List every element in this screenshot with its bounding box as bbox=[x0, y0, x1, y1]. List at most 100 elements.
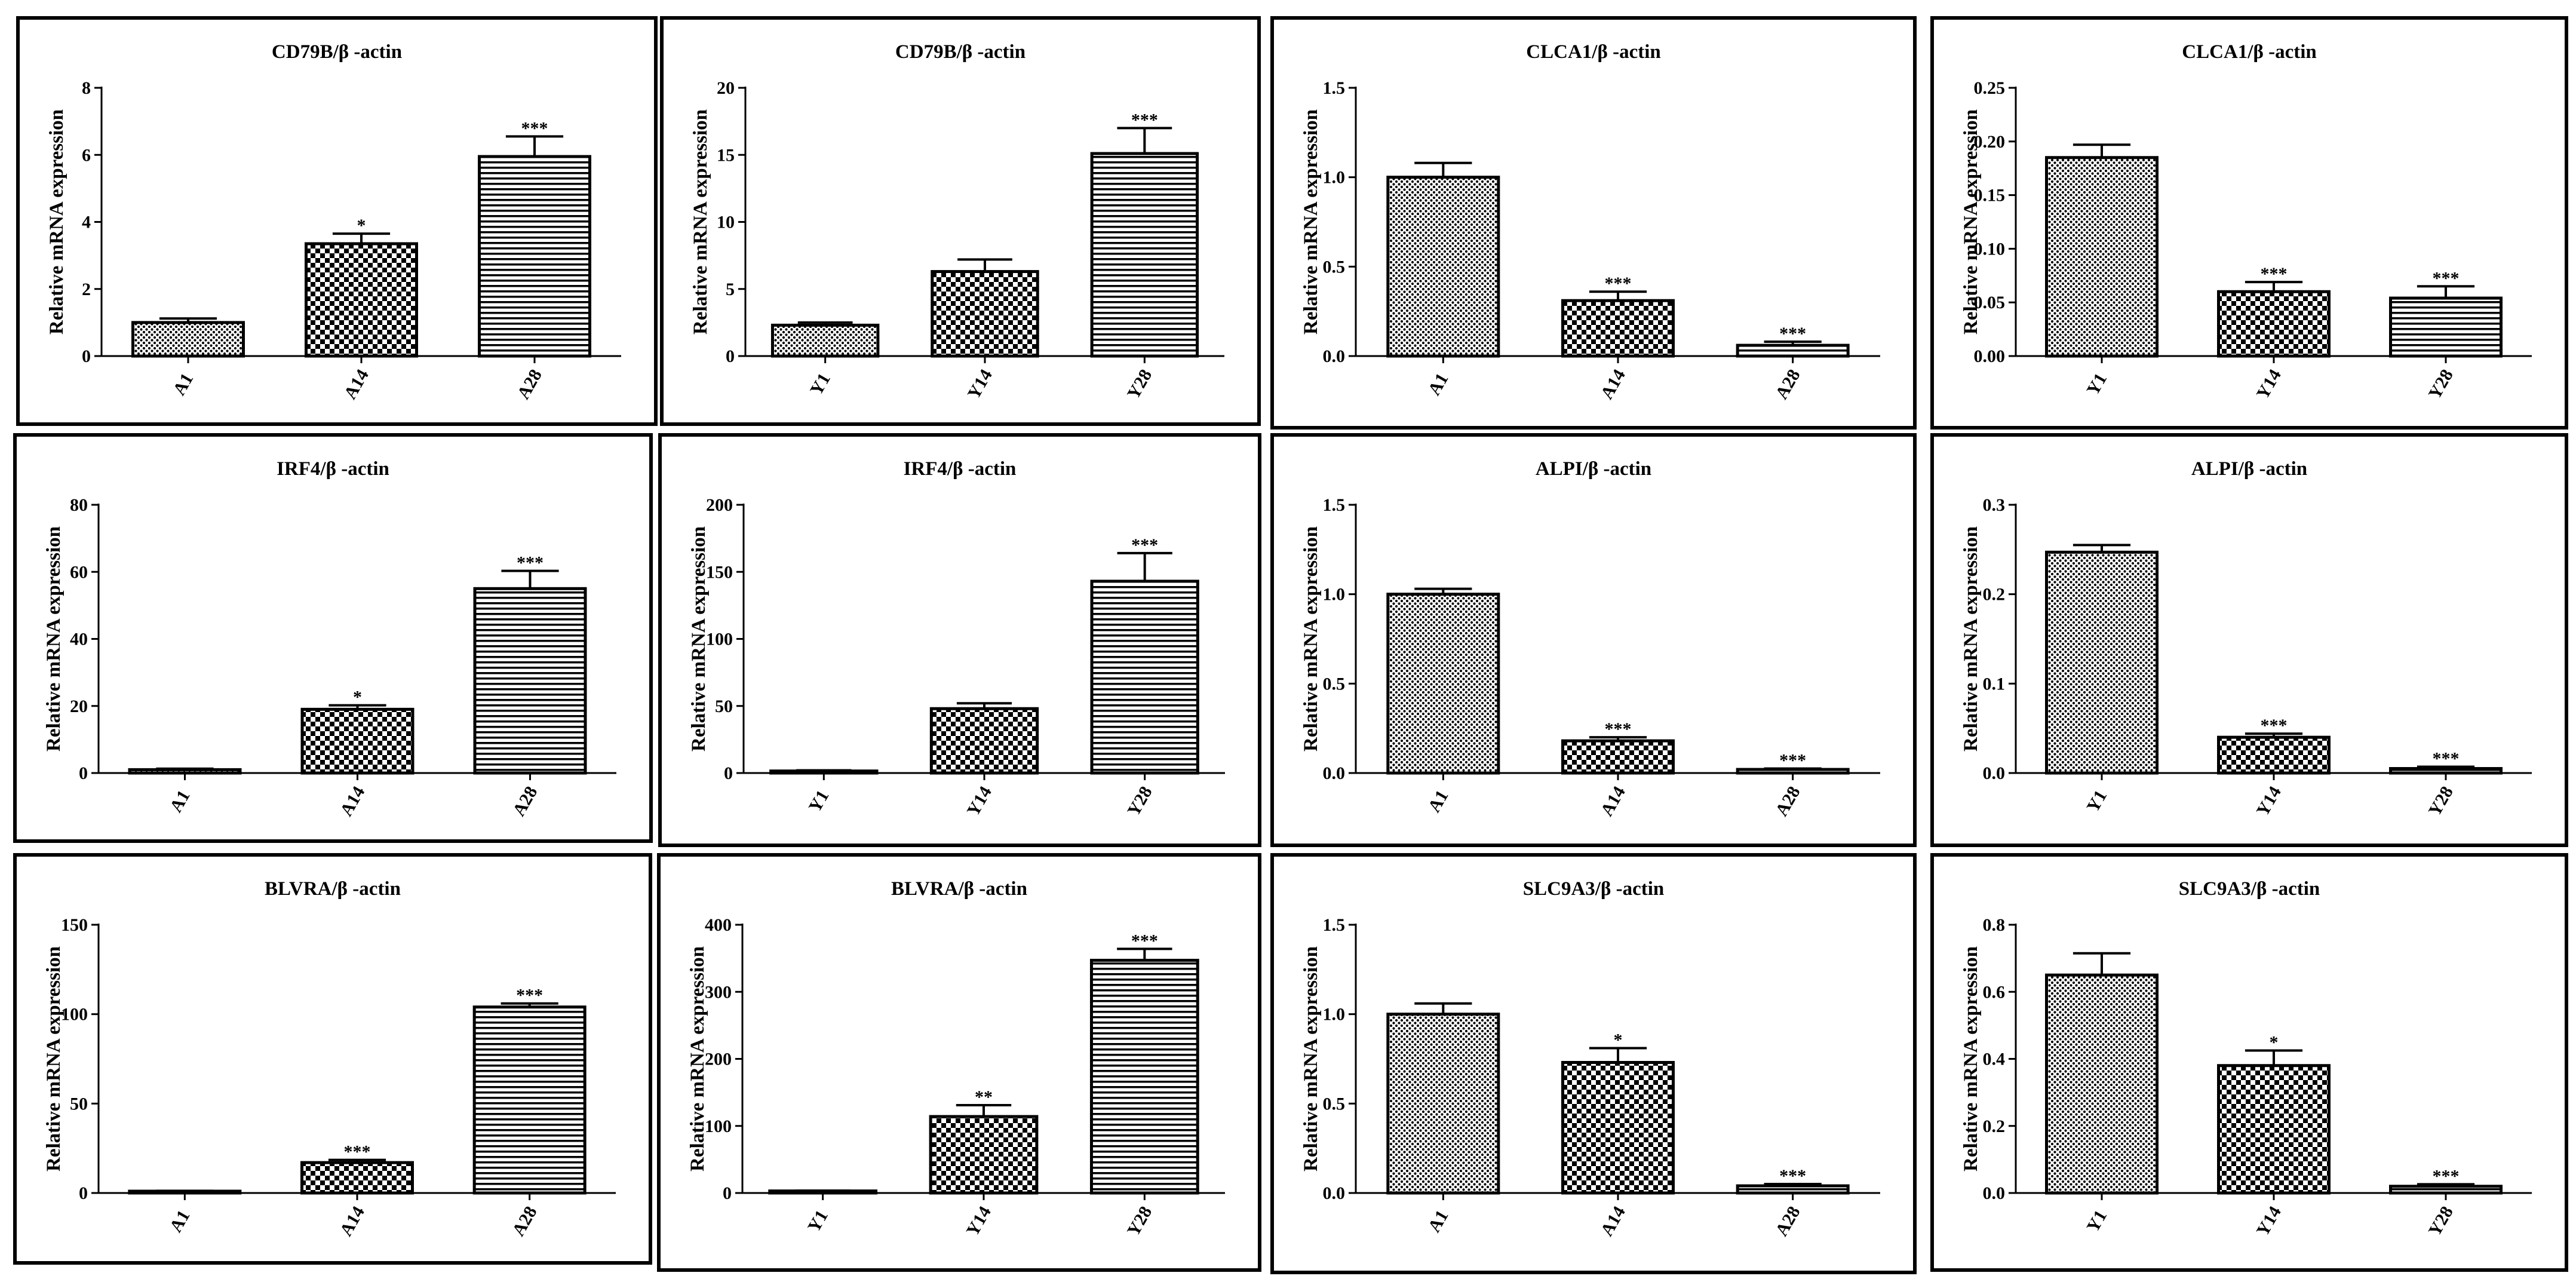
category-label: A1 bbox=[1424, 1207, 1453, 1235]
y-tick-label: 15 bbox=[717, 145, 735, 165]
significance-label: *** bbox=[2261, 264, 2288, 284]
chart-title: BLVRA/β -actin bbox=[891, 878, 1027, 900]
y-axis-label: Relative mRNA expression bbox=[1300, 109, 1322, 335]
bar-Y28 bbox=[2389, 296, 2503, 358]
category-label: A14 bbox=[336, 783, 369, 820]
bar-A28 bbox=[1736, 1184, 1850, 1195]
chart-panel-9: BLVRA/β -actin Relative mRNA expression 0 5… bbox=[13, 853, 652, 1265]
y-tick-label: 0.8 bbox=[1983, 915, 2006, 935]
y-tick-label: 80 bbox=[70, 495, 88, 515]
y-tick-label: 40 bbox=[70, 630, 88, 649]
bar-Y28 bbox=[1089, 958, 1199, 1195]
bar-A14 bbox=[1561, 739, 1675, 775]
significance-label: *** bbox=[521, 118, 548, 138]
y-tick-label: 0.3 bbox=[1983, 495, 2006, 515]
significance-label: * bbox=[2270, 1032, 2279, 1052]
chart-title: BLVRA/β -actin bbox=[265, 878, 401, 900]
y-tick-label: 0.1 bbox=[1983, 674, 2006, 694]
bar-A14 bbox=[305, 242, 418, 358]
bar-Y14 bbox=[929, 707, 1039, 775]
panel-frame bbox=[660, 16, 1261, 426]
category-label: A1 bbox=[166, 787, 194, 815]
y-tick-label: 0.0 bbox=[1323, 1183, 1346, 1203]
significance-label: *** bbox=[1779, 324, 1806, 343]
chart-panel-11: SLC9A3/β -actin Relative mRNA expression0… bbox=[1270, 853, 1917, 1274]
category-label: Y14 bbox=[2253, 783, 2285, 820]
y-tick-label: 0.5 bbox=[1323, 257, 1346, 277]
category-label: A14 bbox=[1597, 1203, 1629, 1240]
y-tick-label: 200 bbox=[705, 1050, 732, 1069]
panel-frame bbox=[1270, 853, 1917, 1274]
bar-Y28 bbox=[2389, 1185, 2503, 1195]
category-label: Y28 bbox=[1123, 366, 1156, 403]
y-tick-label: 0.0 bbox=[1323, 763, 1346, 783]
category-label: Y14 bbox=[963, 783, 996, 820]
y-tick-label: 0.10 bbox=[1974, 239, 2006, 259]
category-label: Y1 bbox=[804, 1207, 832, 1235]
chart-panel-10: BLVRA/β -actin Relative mRNA expression 0 1… bbox=[657, 853, 1261, 1272]
significance-label: *** bbox=[1131, 535, 1158, 555]
category-label: Y28 bbox=[1123, 783, 1156, 820]
chart-title: ALPI/β -actin bbox=[1536, 458, 1651, 480]
y-tick-label: 1.0 bbox=[1323, 1005, 1346, 1025]
significance-label: *** bbox=[344, 1142, 371, 1162]
panel-frame bbox=[1270, 433, 1917, 847]
y-tick-label: 1.5 bbox=[1323, 495, 1346, 515]
y-tick-label: 1.5 bbox=[1323, 78, 1346, 98]
significance-label: *** bbox=[517, 553, 544, 573]
y-tick-label: 8 bbox=[82, 78, 91, 98]
panel-frame bbox=[13, 433, 653, 843]
y-tick-label: 150 bbox=[706, 562, 733, 582]
y-tick-label: 1.0 bbox=[1323, 585, 1346, 605]
chart-panel-7: ALPI/β -actin Relative mRNA expression0.0… bbox=[1270, 433, 1917, 847]
y-tick-label: 50 bbox=[70, 1094, 88, 1114]
chart-panel-6: IRF4/β -actin Relative mRNA expression 0 50… bbox=[658, 433, 1261, 847]
significance-label: * bbox=[353, 688, 362, 707]
category-label: A28 bbox=[514, 366, 546, 403]
y-tick-label: 0.5 bbox=[1323, 674, 1346, 694]
bar-A1 bbox=[1386, 1013, 1500, 1195]
category-label: Y28 bbox=[2425, 783, 2457, 820]
y-tick-label: 0 bbox=[82, 346, 91, 366]
y-tick-label: 0.0 bbox=[1323, 346, 1346, 366]
chart-title: CD79B/β -actin bbox=[895, 41, 1026, 63]
y-axis-label: Relative mRNA expression bbox=[46, 109, 67, 335]
category-label: Y14 bbox=[2253, 366, 2285, 403]
panel-frame bbox=[657, 853, 1261, 1272]
category-label: A1 bbox=[1424, 787, 1453, 815]
y-tick-label: 0.4 bbox=[1983, 1050, 2006, 1069]
y-tick-label: 0 bbox=[726, 346, 735, 366]
category-label: A14 bbox=[1597, 366, 1629, 403]
y-tick-label: 0 bbox=[79, 763, 88, 783]
significance-label: *** bbox=[516, 986, 543, 1005]
y-tick-label: 0 bbox=[724, 763, 733, 783]
bar-Y14 bbox=[929, 1115, 1039, 1195]
bar-A1 bbox=[1386, 593, 1500, 775]
category-label: A1 bbox=[1424, 370, 1453, 398]
y-axis-label: Relative mRNA expression bbox=[43, 526, 65, 752]
category-label: A28 bbox=[509, 783, 541, 820]
y-tick-label: 4 bbox=[82, 213, 91, 232]
bar-A1 bbox=[1386, 176, 1500, 358]
significance-label: *** bbox=[1779, 1166, 1806, 1186]
chart-panel-8: ALPI/β -actin Relative mRNA expression0.0… bbox=[1930, 433, 2568, 847]
category-label: A28 bbox=[1771, 783, 1804, 820]
category-label: Y14 bbox=[964, 366, 996, 403]
bar-Y14 bbox=[931, 270, 1039, 358]
category-label: Y1 bbox=[806, 370, 834, 398]
significance-label: * bbox=[357, 216, 366, 235]
chart-title: IRF4/β -actin bbox=[277, 458, 389, 480]
chart-panel-1: CD79B/β -actin Relative mRNA expression 0 2… bbox=[16, 16, 658, 426]
significance-label: *** bbox=[1605, 274, 1632, 293]
y-tick-label: 400 bbox=[705, 915, 732, 935]
y-axis-label: Relative mRNA expression bbox=[687, 946, 708, 1171]
y-axis-label: Relative mRNA expression bbox=[1960, 109, 1982, 335]
bar-A14 bbox=[1561, 299, 1675, 358]
y-axis-label: Relative mRNA expression bbox=[1300, 946, 1322, 1171]
panel-frame bbox=[1930, 16, 2568, 430]
bar-A14 bbox=[1561, 1060, 1675, 1195]
y-tick-label: 0 bbox=[723, 1183, 732, 1203]
y-tick-label: 0.0 bbox=[1983, 763, 2006, 783]
bar-A28 bbox=[472, 1005, 587, 1195]
y-tick-label: 20 bbox=[717, 78, 735, 98]
